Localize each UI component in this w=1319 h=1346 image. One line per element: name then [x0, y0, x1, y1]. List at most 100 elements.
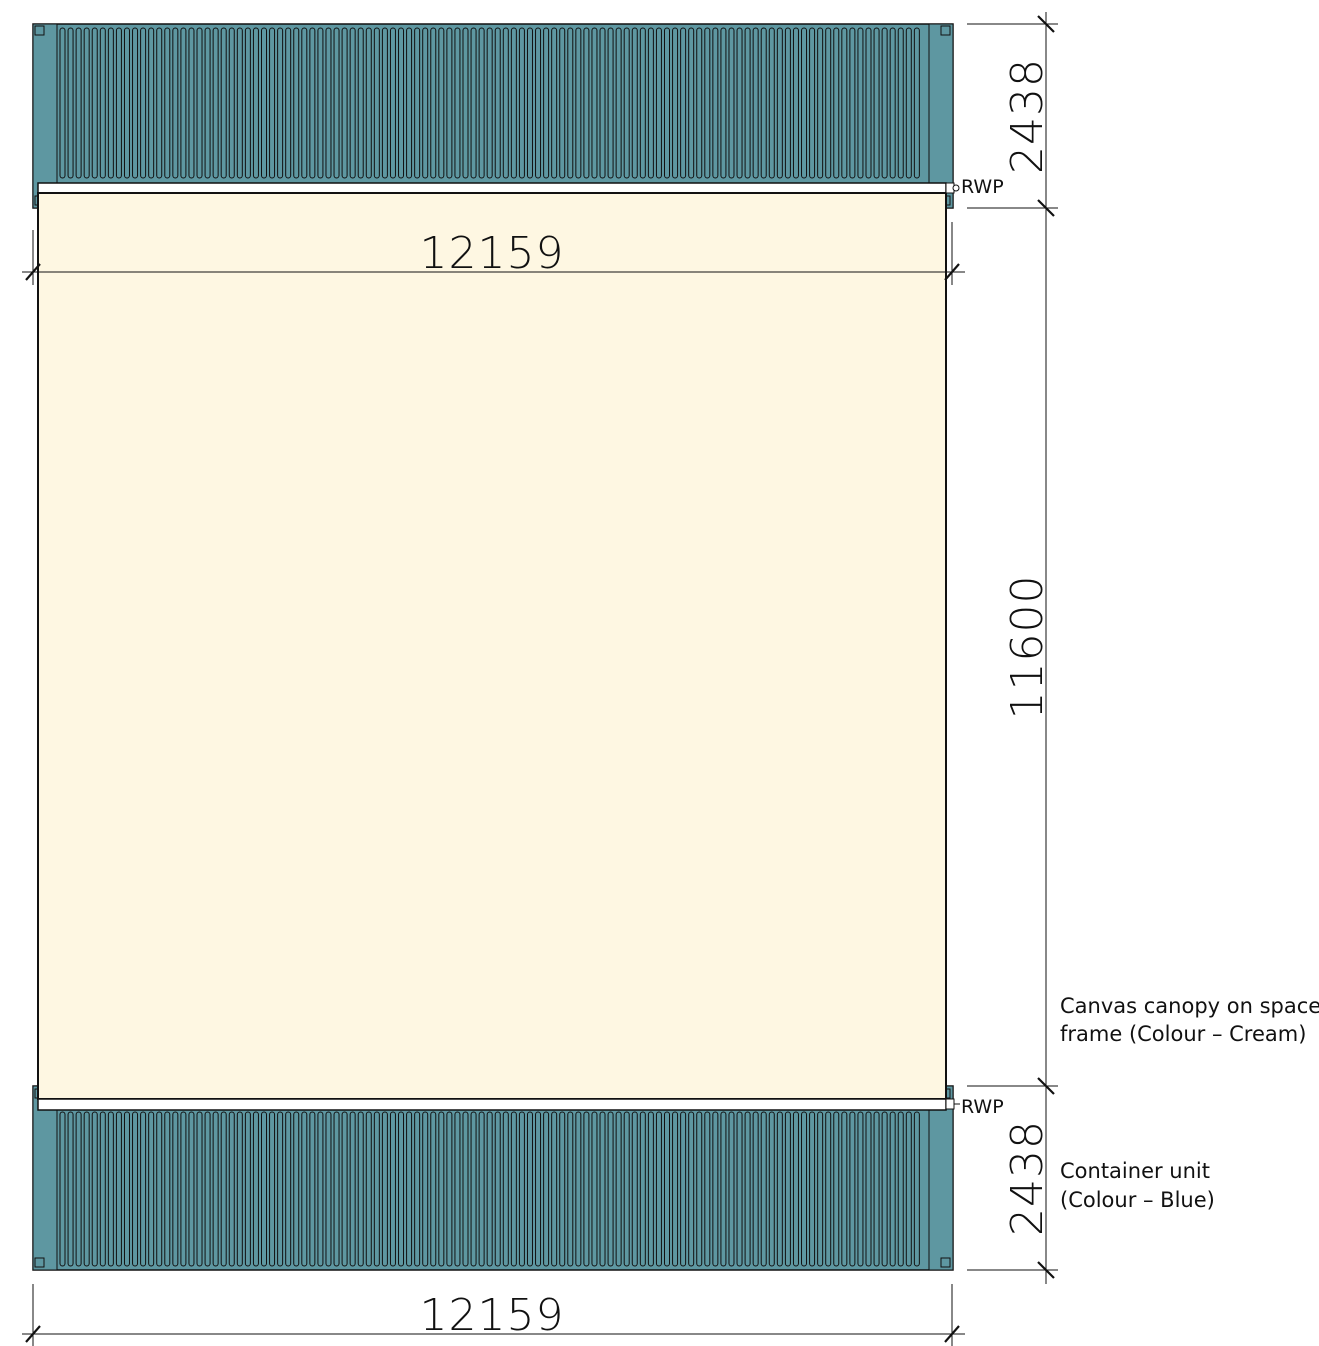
top-container-rib [486, 27, 493, 179]
top-container-rib [252, 27, 259, 179]
top-container-rib [680, 27, 687, 179]
bottom-container-rib [309, 1111, 316, 1267]
top-container-rib [422, 27, 429, 179]
bottom-container-rib [365, 1111, 372, 1267]
bottom-container-rib [825, 1111, 832, 1267]
bottom-container-rib [180, 1111, 187, 1267]
bottom-container-rib [325, 1111, 332, 1267]
top-container-rib [341, 27, 348, 179]
top-container-rib [897, 27, 904, 179]
bottom-container-rib [591, 1111, 598, 1267]
bottom-container-rib [252, 1111, 259, 1267]
top-container-rib [736, 27, 743, 179]
bottom-container-rib [688, 1111, 695, 1267]
top-container-rib [728, 27, 735, 179]
top-container-rib [204, 27, 211, 179]
rwp-bottom-label: RWP [961, 1096, 1004, 1118]
bottom-container-rib [905, 1111, 912, 1267]
bottom-container-rib [768, 1111, 775, 1267]
top-container-rib [365, 27, 372, 179]
bottom-width-dimension: 12159 [22, 1284, 965, 1346]
top-width-tick-right [944, 263, 960, 281]
top-container-rib [309, 27, 316, 179]
container-note-line2: (Colour – Blue) [1060, 1188, 1215, 1212]
bottom-container-rib [849, 1111, 856, 1267]
bottom-container-rib [462, 1111, 469, 1267]
top-container-rib [696, 27, 703, 179]
bottom-container-rib [430, 1111, 437, 1267]
top-container-rib [623, 27, 630, 179]
bottom-width-tick-right [944, 1325, 960, 1343]
top-corner-casting-tl [34, 25, 45, 36]
top-container-rib [865, 27, 872, 179]
bottom-container-rib [59, 1111, 66, 1267]
top-container-rib [881, 27, 888, 179]
bottom-container-rib [857, 1111, 864, 1267]
top-container-rib [784, 27, 791, 179]
top-container-rib [873, 27, 880, 179]
bottom-container-rib [583, 1111, 590, 1267]
vertical-tick-2 [1037, 199, 1055, 217]
top-corner-casting-tr [940, 25, 951, 36]
top-container-rib [148, 27, 155, 179]
bottom-container-rib [244, 1111, 251, 1267]
bottom-container-rib [510, 1111, 517, 1267]
top-container-rib [575, 27, 582, 179]
bottom-container-rib [478, 1111, 485, 1267]
rwp-bottom-marker: RWP [945, 1096, 1004, 1118]
bottom-container-rib [728, 1111, 735, 1267]
top-container-rib [430, 27, 437, 179]
top-container-rib [156, 27, 163, 179]
top-container-rib [825, 27, 832, 179]
vertical-tick-4 [1037, 1261, 1055, 1279]
bottom-container-rib [801, 1111, 808, 1267]
top-container-rib [349, 27, 356, 179]
bottom-container-rib [535, 1111, 542, 1267]
top-container-rib [543, 27, 550, 179]
top-container-rib [905, 27, 912, 179]
bottom-container-rib [575, 1111, 582, 1267]
top-container-rib [67, 27, 74, 179]
top-container-rib [768, 27, 775, 179]
top-container-rib [164, 27, 171, 179]
top-container-rib [849, 27, 856, 179]
top-container-rib [261, 27, 267, 179]
bottom-container-rib [115, 1111, 122, 1267]
top-container-rib [220, 27, 227, 179]
bottom-container-corrugations [59, 1111, 920, 1267]
bottom-container-rib [381, 1111, 388, 1267]
top-container-rib [212, 27, 219, 179]
top-container-depth-value: 2438 [1002, 58, 1053, 174]
top-container-rib [639, 27, 646, 179]
bottom-container-rib [220, 1111, 227, 1267]
bottom-container-rib [172, 1111, 179, 1267]
top-container-left-end [32, 23, 58, 209]
top-container-rib [817, 27, 824, 179]
bottom-container-rib [486, 1111, 493, 1267]
top-container-rib [567, 27, 574, 179]
top-container-rib [277, 27, 284, 179]
bottom-container-rib [776, 1111, 783, 1267]
bottom-container-rib [494, 1111, 501, 1267]
top-container-rib [285, 27, 292, 179]
bottom-container-rib [454, 1111, 461, 1267]
bottom-container-rib [744, 1111, 751, 1267]
bottom-container-rib [720, 1111, 727, 1267]
rwp-bottom-pipe [945, 1098, 955, 1110]
top-container-rib [744, 27, 751, 179]
bottom-container-rib [526, 1111, 533, 1267]
bottom-container-rib [389, 1111, 396, 1267]
bottom-container-rib [317, 1111, 324, 1267]
bottom-container-rib [833, 1111, 840, 1267]
top-container-rib [801, 27, 808, 179]
top-container-rib [535, 27, 542, 179]
bottom-container-rib [792, 1111, 799, 1267]
top-container-rib [462, 27, 469, 179]
bottom-container-rib [333, 1111, 340, 1267]
top-container-rib [406, 27, 413, 179]
top-container-rib [720, 27, 727, 179]
top-container-rib [583, 27, 590, 179]
top-container-rib [615, 27, 622, 179]
bottom-container-rib [623, 1111, 630, 1267]
bottom-container-rib [502, 1111, 509, 1267]
